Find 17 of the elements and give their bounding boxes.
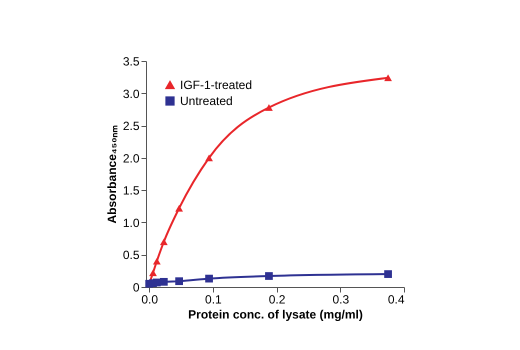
legend-label: IGF-1-treated — [180, 78, 252, 92]
y-axis-title: Absorbance₄₅₀ₙₘ — [104, 126, 119, 224]
x-tick-label: 0.3 — [332, 292, 350, 306]
x-axis-title: Protein conc. of lysate (mg/ml) — [188, 308, 363, 322]
y-tick-label: 0.5 — [122, 248, 140, 262]
y-tick-label: 3.5 — [122, 54, 140, 68]
y-tick-label: 0 — [132, 280, 140, 294]
x-tick-label: 0.4 — [388, 292, 405, 306]
y-tick-label: 2.5 — [122, 119, 140, 134]
x-tick-label: 0.1 — [205, 292, 222, 306]
y-tick-label: 1.5 — [122, 184, 140, 198]
x-tick-label: 0.2 — [268, 292, 286, 306]
y-tick-label: 2.0 — [122, 151, 140, 166]
y-tick-label: 1.0 — [122, 216, 140, 230]
legend-label: Untreated — [180, 94, 233, 108]
x-tick-label: 0.0 — [141, 292, 158, 306]
y-tick-label: 3.0 — [122, 86, 140, 101]
